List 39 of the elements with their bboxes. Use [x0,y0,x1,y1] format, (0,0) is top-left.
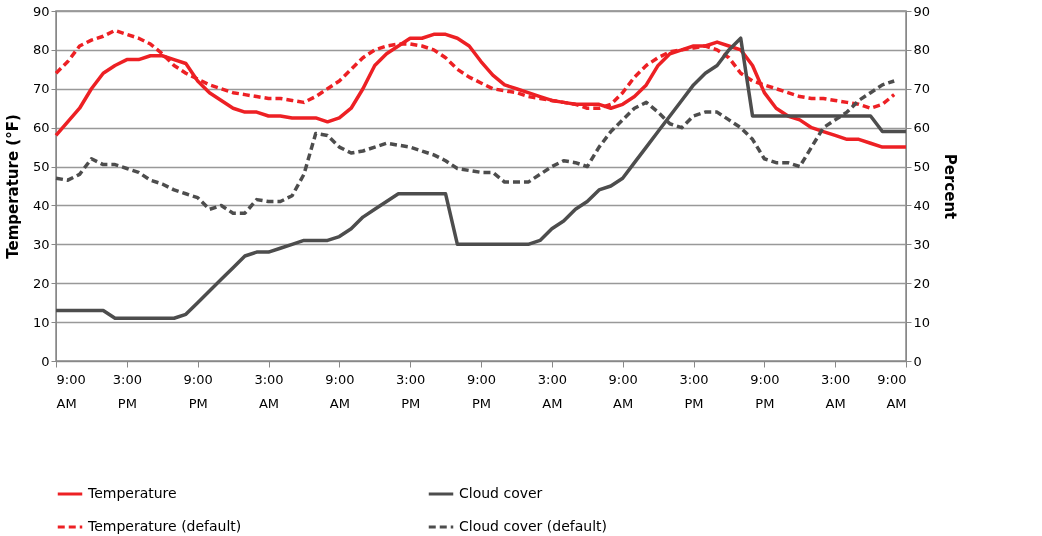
x-tick-label: 9:00 AM [877,371,907,411]
y2-tick-label: 90 [913,3,931,19]
legend-label: Cloud cover [459,485,543,501]
x-tick-label: 9:00 PM [466,371,497,411]
y2-tick-label: 60 [913,120,931,136]
y2-tick-label: 10 [913,314,931,330]
y2-tick-label: 40 [913,197,931,213]
y-tick-label: 30 [32,236,50,252]
y-tick-label: 70 [32,81,50,97]
x-tick-label: 9:00 PM [750,371,780,411]
legend-label: Temperature [87,485,177,501]
y-tick-label: 20 [32,275,50,291]
y-axis-title: Temperature (°F) [3,114,22,259]
y-tick-label: 80 [32,42,50,58]
x-tick-label: 3:00 AM [537,371,567,411]
x-tick-label: 9:00 PM [183,371,213,411]
y-tick-label: 0 [41,353,50,369]
x-tick-label: 3:00 PM [396,371,426,411]
x-tick-label: 3:00 AM [254,371,284,411]
x-tick-label: 3:00 AM [821,371,851,411]
x-tick-label: 3:00 PM [679,371,709,411]
x-tick-label: 9:00 AM [608,371,638,411]
y2-axis-title: Percent [941,153,960,220]
y2-tick-label: 70 [913,81,931,97]
x-tick-label: 3:00 PM [112,371,142,411]
x-tick-label: 9:00 AM [56,371,86,411]
y2-tick-label: 30 [913,236,931,252]
legend-label: Temperature (default) [87,518,242,534]
y2-tick-label: 50 [913,159,931,175]
x-tick-label: 9:00 AM [325,371,355,411]
y2-tick-label: 0 [913,353,922,369]
y-tick-label: 60 [32,120,50,136]
y-tick-label: 50 [32,159,50,175]
y2-tick-label: 80 [913,42,931,58]
legend-label: Cloud cover (default) [459,518,607,534]
y2-tick-label: 20 [913,275,931,291]
y-tick-label: 40 [32,197,50,213]
y-tick-label: 10 [32,314,50,330]
y-tick-label: 90 [32,3,50,19]
